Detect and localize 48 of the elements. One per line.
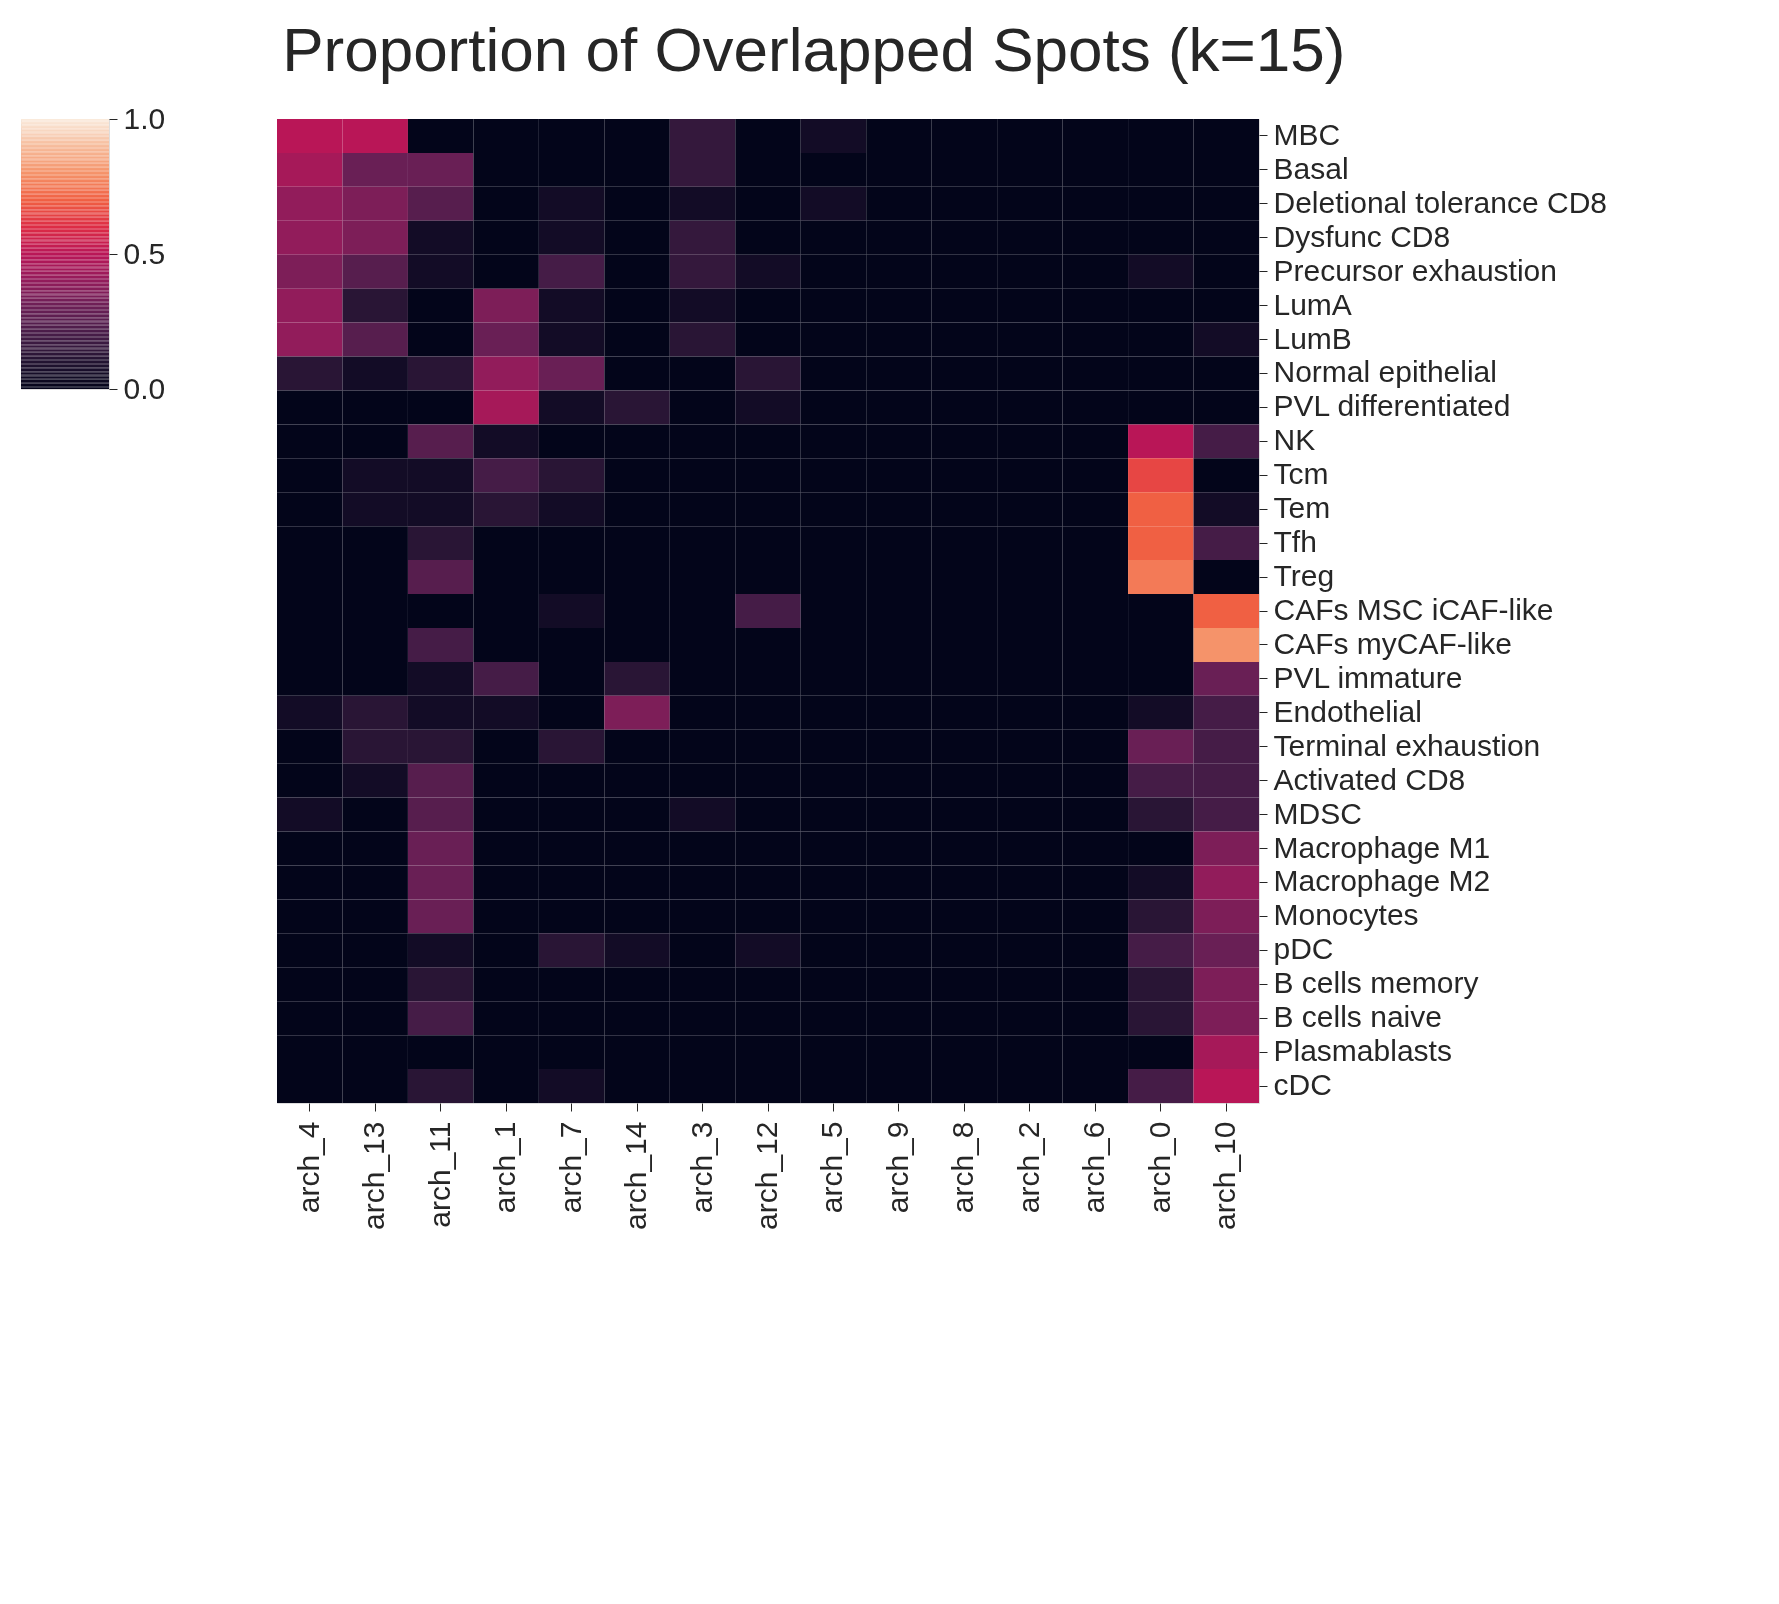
y-tick-label: LumB <box>1273 321 1352 355</box>
y-tick-label: Normal epithelial <box>1273 355 1497 389</box>
x-tick-label: arch_1 <box>488 1121 522 1214</box>
y-tick-label: CAFs MSC iCAF-like <box>1273 593 1554 626</box>
x-tick-label: arch_2 <box>1011 1121 1045 1214</box>
y-tick-label: Treg <box>1273 559 1335 593</box>
x-tick-label: arch_13 <box>357 1121 391 1230</box>
y-tick-label: Basal <box>1273 151 1349 185</box>
x-tick-label: arch_5 <box>815 1121 849 1214</box>
y-tick-label: PVL differentiated <box>1273 389 1511 423</box>
y-tick-label: B cells memory <box>1273 966 1479 1000</box>
x-tick-label: arch_9 <box>880 1121 914 1214</box>
x-tick-label: arch_6 <box>1077 1121 1111 1214</box>
y-tick-label: Tcm <box>1273 457 1329 491</box>
y-tick-label: MBC <box>1273 117 1341 151</box>
x-tick-label: arch_7 <box>553 1121 587 1214</box>
x-tick-label: arch_4 <box>291 1121 325 1214</box>
y-tick-label: Plasmablasts <box>1273 1034 1452 1068</box>
x-tick-label: arch_3 <box>684 1121 718 1214</box>
y-tick-label: Monocytes <box>1273 898 1419 932</box>
y-tick-label: NK <box>1273 423 1316 457</box>
y-tick-label: cDC <box>1273 1068 1332 1102</box>
y-tick-label: Macrophage M2 <box>1273 864 1491 898</box>
color-bar-label: 1.0 <box>123 101 166 135</box>
y-tick-label: PVL immature <box>1273 660 1463 694</box>
y-tick-label: Activated CD8 <box>1273 762 1466 796</box>
x-tick-label: arch_10 <box>1208 1121 1242 1230</box>
y-tick-label: Deletional tolerance CD8 <box>1273 185 1608 219</box>
y-tick-label: Dysfunc CD8 <box>1273 219 1451 253</box>
x-tick-label: arch_11 <box>422 1121 456 1228</box>
x-tick-label: arch_14 <box>619 1121 653 1230</box>
x-tick-label: arch_12 <box>750 1121 783 1230</box>
y-tick-label: LumA <box>1273 287 1352 321</box>
y-tick-label: B cells naive <box>1273 1000 1442 1034</box>
y-tick-label: CAFs myCAF-like <box>1273 626 1512 660</box>
y-tick-label: Tfh <box>1273 525 1317 559</box>
y-tick-label: Precursor exhaustion <box>1273 253 1557 287</box>
color-bar-label: 0.5 <box>123 236 166 270</box>
y-tick-label: Tem <box>1273 491 1331 525</box>
y-tick-label: MDSC <box>1273 796 1362 830</box>
y-tick-label: Terminal exhaustion <box>1273 728 1541 762</box>
color-bar-label: 0.0 <box>123 371 166 405</box>
y-tick-label: Endothelial <box>1273 694 1422 728</box>
chart-title: Proportion of Overlapped Spots (k=15) <box>282 14 1346 84</box>
y-tick-label: pDC <box>1273 932 1334 966</box>
y-tick-label: Macrophage M1 <box>1273 830 1491 864</box>
x-tick-label: arch_0 <box>1142 1121 1176 1214</box>
x-tick-label: arch_8 <box>946 1121 980 1214</box>
